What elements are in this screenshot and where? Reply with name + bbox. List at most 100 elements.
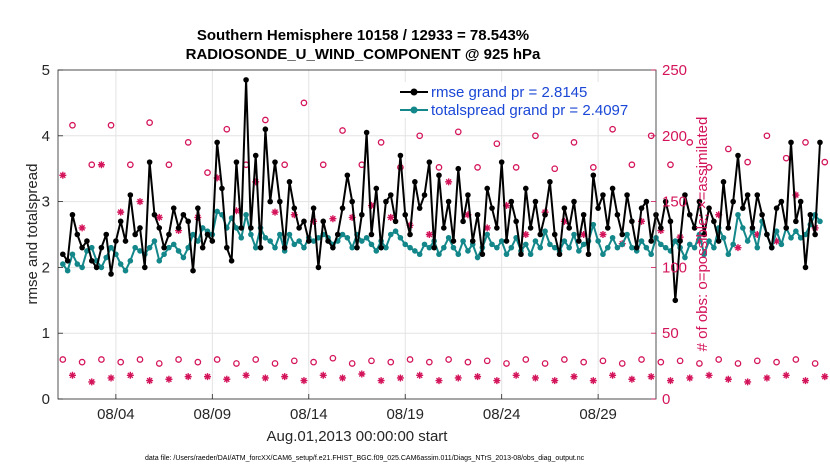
obs-assimilated-point <box>107 374 115 382</box>
obs-possible-point <box>310 358 317 366</box>
rmse-point <box>532 198 539 205</box>
obs-assimilated-point <box>348 213 356 221</box>
obs-possible-point <box>175 356 182 363</box>
totalspread-point <box>233 225 240 231</box>
rmse-point <box>416 205 423 211</box>
obs-possible-point <box>628 161 636 169</box>
obs-assimilated-point <box>435 377 443 385</box>
obs-assimilated-point <box>358 370 366 378</box>
obs-assimilated-point <box>724 375 732 383</box>
obs-assimilated-point <box>68 371 76 379</box>
rmse-point <box>460 218 466 225</box>
legend-box <box>397 82 649 118</box>
left-tick-label: 2 <box>42 259 50 276</box>
totalspread-point <box>691 244 698 251</box>
obs-assimilated-point <box>474 373 482 381</box>
rmse-point <box>392 218 399 225</box>
totalspread-point <box>195 238 201 244</box>
obs-possible-point <box>184 139 192 146</box>
rmse-point <box>542 211 548 218</box>
rmse-point <box>576 238 582 244</box>
plot-frame <box>57 69 657 400</box>
obs-assimilated-point <box>271 208 279 216</box>
obs-assimilated-point <box>686 374 694 382</box>
totalspread-point <box>474 254 481 261</box>
totalspread-point <box>161 251 167 258</box>
rmse-point <box>662 198 669 205</box>
totalspread-point <box>720 234 727 241</box>
rmse-point <box>291 205 298 211</box>
rmse-point <box>209 238 216 244</box>
obs-possible-point <box>454 128 462 136</box>
totalspread-point <box>566 244 572 251</box>
totalspread-point <box>137 248 143 254</box>
totalspread-point <box>151 238 158 244</box>
obs-possible-point <box>493 140 501 148</box>
rmse-point <box>368 231 375 238</box>
obs-possible-point <box>348 360 356 367</box>
rmse-point <box>407 231 413 238</box>
totalspread-point <box>643 244 650 251</box>
rmse-point <box>518 251 524 258</box>
rmse-point <box>711 218 717 225</box>
rmse-point <box>122 238 129 244</box>
rmse-point <box>667 218 674 225</box>
obs-assimilated-point <box>695 237 703 245</box>
totalspread-point <box>98 264 105 271</box>
legend-spread-marker <box>410 106 418 114</box>
rmse-point <box>797 198 804 205</box>
totalspread-point <box>773 228 780 235</box>
rmse-point <box>277 198 283 205</box>
obs-possible-point <box>599 357 607 365</box>
totalspread-point <box>103 254 110 261</box>
rmse-point <box>802 264 809 271</box>
rmse-point <box>233 159 240 165</box>
totalspread-point <box>416 251 423 258</box>
totalspread-point <box>190 231 196 238</box>
rmse-point <box>286 179 293 185</box>
x-tick-label: 08/09 <box>194 406 232 423</box>
rmse-point <box>267 198 273 205</box>
left-axis-ticks: 0 1 2 3 4 5 <box>42 62 63 408</box>
totalspread-point <box>793 228 799 235</box>
obs-possible-point <box>194 358 202 366</box>
obs-assimilated-point <box>464 211 472 219</box>
obs-assimilated-point <box>223 375 231 383</box>
rmse-point <box>604 225 611 231</box>
totalspread-point <box>788 234 794 241</box>
obs-possible-point <box>734 360 742 367</box>
obs-possible-point <box>686 139 694 146</box>
rmse-point <box>214 139 220 146</box>
totalspread-point <box>604 244 611 251</box>
obs-possible-point <box>724 145 732 153</box>
obs-assimilated-point <box>136 198 144 206</box>
rmse-point <box>455 165 462 172</box>
rmse-point <box>764 231 770 238</box>
totalspread-point <box>349 244 355 251</box>
totalspread-point <box>522 241 529 248</box>
rmse-point <box>98 244 105 251</box>
x-tick-label: 08/04 <box>97 406 135 423</box>
obs-possible-point <box>300 99 308 107</box>
obs-possible-point <box>213 356 221 363</box>
obs-possible-point <box>387 358 395 366</box>
totalspread-point <box>248 231 254 238</box>
rmse-point <box>522 185 529 192</box>
rmse-point <box>137 225 143 231</box>
obs-assimilated-point <box>782 371 790 379</box>
right-tick-label: 200 <box>662 128 687 145</box>
obs-assimilated-point <box>638 217 646 225</box>
rmse-point <box>339 205 346 211</box>
obs-assimilated-point <box>126 371 134 379</box>
rmse-point <box>648 238 654 244</box>
obs-assimilated-point <box>512 371 520 379</box>
obs-assimilated-point <box>396 374 404 382</box>
obs-assimilated-point <box>560 217 568 225</box>
obs-assimilated-point <box>589 377 597 385</box>
x-tick-label: 08/24 <box>483 406 521 423</box>
obs-possible-point <box>696 360 703 367</box>
obs-possible-point <box>667 161 674 169</box>
obs-assimilated-point <box>300 377 308 385</box>
right-tick-label: 100 <box>662 259 687 276</box>
obs-assimilated-point <box>184 373 192 381</box>
